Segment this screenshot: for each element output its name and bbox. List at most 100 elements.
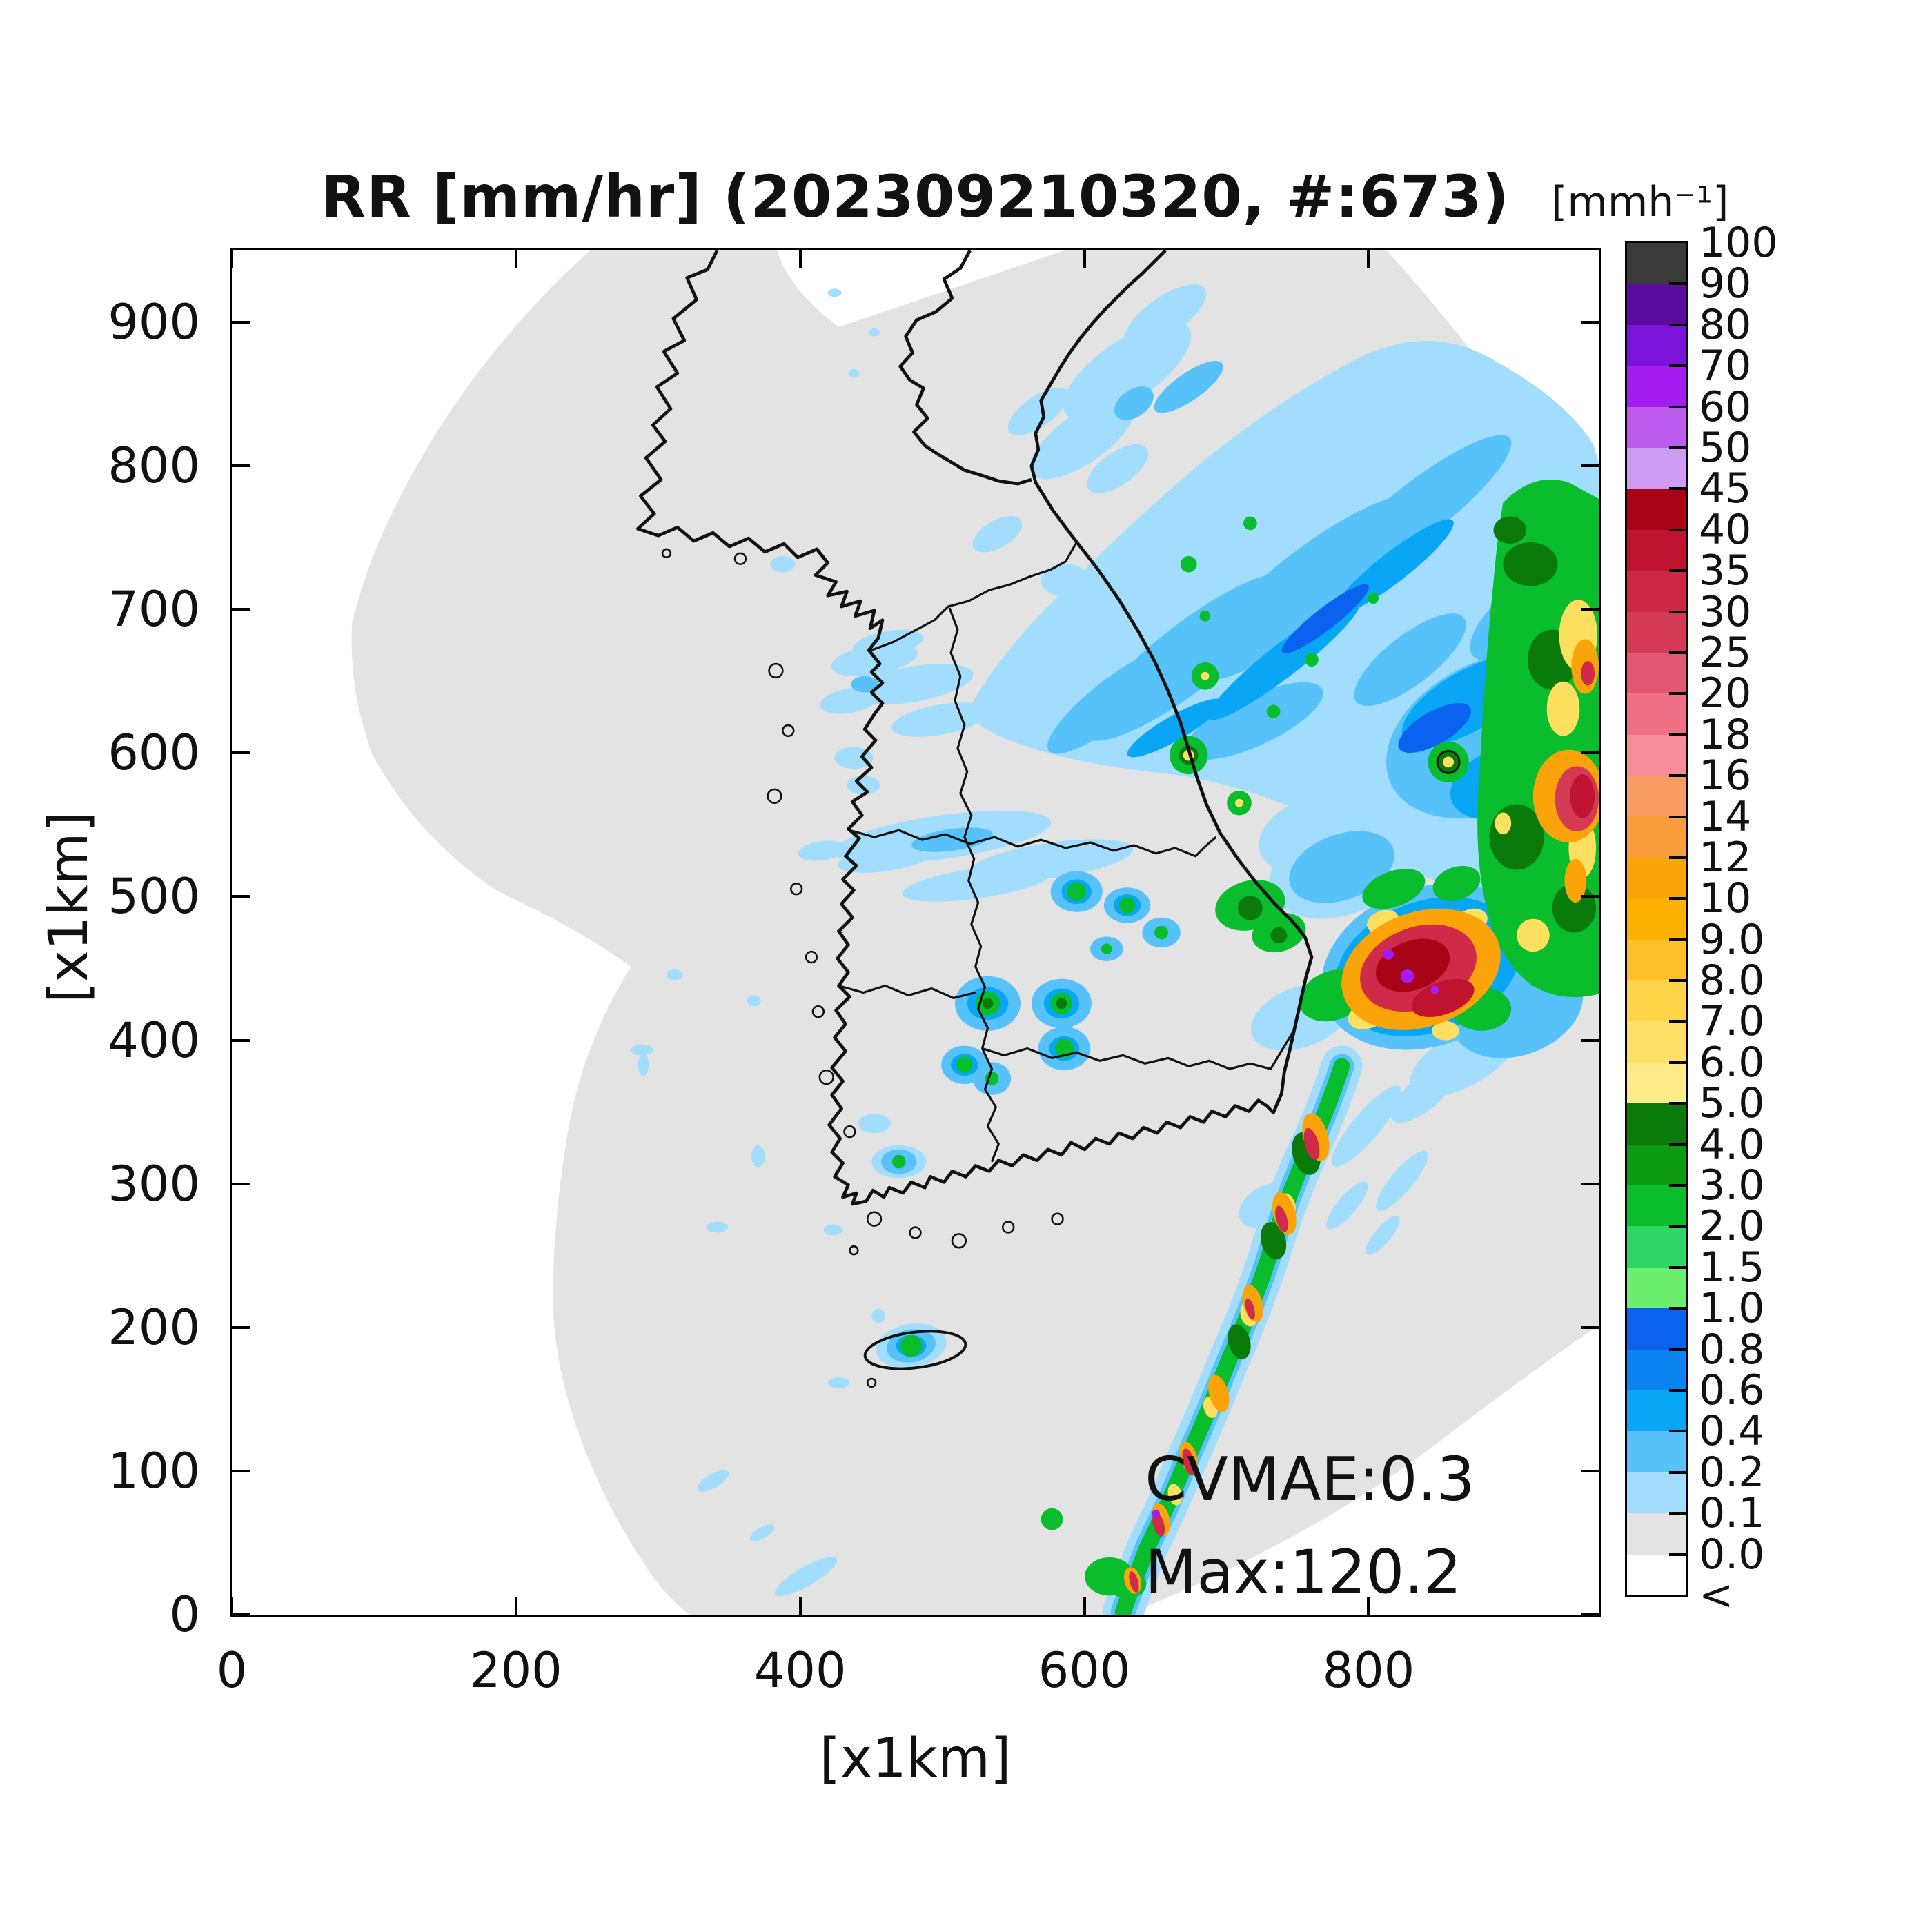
colorbar-unit-label: [mmh⁻¹] xyxy=(1551,178,1729,226)
y-tick-mark xyxy=(232,608,250,611)
x-tick-mark xyxy=(230,1597,233,1615)
colorbar-tick-label: 0.0 xyxy=(1699,1530,1765,1579)
colorbar-tick-mark xyxy=(1669,528,1686,531)
colorbar-tick-label: 16 xyxy=(1699,751,1752,800)
colorbar-tick-mark xyxy=(1669,1184,1686,1187)
colorbar-tick-mark xyxy=(1669,897,1686,900)
precip-cell xyxy=(1270,927,1288,944)
colorbar-tick-mark xyxy=(1669,979,1686,983)
precip-cell xyxy=(1432,865,1481,901)
precip-cell xyxy=(1056,998,1067,1009)
colorbar-tick-mark xyxy=(1669,487,1686,491)
precip-cell xyxy=(750,1524,775,1541)
y-tick-mark xyxy=(1581,464,1599,468)
x-tick-mark xyxy=(1083,1597,1086,1615)
colorbar-segment xyxy=(1627,447,1686,489)
precip-cell xyxy=(1047,647,1180,754)
colorbar-segment xyxy=(1627,980,1686,1022)
y-tick-mark xyxy=(1581,321,1599,324)
colorbar-segment xyxy=(1627,243,1686,284)
colorbar-segment xyxy=(1627,1021,1686,1063)
colorbar-segment xyxy=(1627,734,1686,776)
precip-cell xyxy=(1581,661,1595,686)
y-tick-mark xyxy=(232,464,250,468)
precip-cell xyxy=(982,998,994,1009)
colorbar-segment xyxy=(1627,1226,1686,1268)
precip-cell xyxy=(1260,1222,1287,1260)
x-tick-mark xyxy=(798,1597,802,1615)
precip-cell xyxy=(1118,897,1136,914)
precip-cell xyxy=(751,1145,765,1167)
precip-cell xyxy=(1368,593,1379,604)
precip-cell xyxy=(1376,938,1450,992)
precip-cell xyxy=(1443,756,1455,768)
colorbar xyxy=(1625,241,1688,1597)
colorbar-tick-mark xyxy=(1669,1512,1686,1515)
precip-cell xyxy=(1411,978,1475,1017)
precip-cell xyxy=(1400,969,1414,983)
colorbar-tick-mark xyxy=(1669,610,1686,613)
y-tick-mark xyxy=(1581,1469,1599,1472)
colorbar-segment xyxy=(1627,406,1686,448)
colorbar-tick-label: 14 xyxy=(1699,792,1752,841)
island-outline xyxy=(767,788,782,804)
colorbar-tick-label: 40 xyxy=(1699,505,1752,554)
precip-cell xyxy=(1029,398,1135,480)
precip-cell xyxy=(1331,1085,1401,1167)
colorbar-tick-label: 8.0 xyxy=(1699,956,1765,1005)
precip-cell xyxy=(1245,1298,1255,1320)
precip-cell xyxy=(1495,812,1512,835)
precip-cell xyxy=(827,1377,850,1388)
colorbar-tick-mark xyxy=(1669,1348,1686,1351)
island-outline xyxy=(1001,1221,1015,1234)
precip-cell xyxy=(1305,653,1319,667)
precip-cell xyxy=(891,1154,906,1169)
precip-cell xyxy=(1041,1508,1063,1530)
island-outline xyxy=(805,950,818,964)
precip-cell xyxy=(838,845,933,873)
colorbar-tick-mark xyxy=(1669,938,1686,941)
coastline xyxy=(838,985,976,999)
precip-cell xyxy=(1152,1512,1165,1537)
island-outline xyxy=(909,1226,922,1239)
colorbar-tick-mark xyxy=(1669,1020,1686,1023)
colorbar-tick-mark xyxy=(1669,815,1686,818)
colorbar-tick-label: < xyxy=(1699,1571,1734,1619)
y-tick-label: 0 xyxy=(169,1586,200,1643)
colorbar-tick-label: 4.0 xyxy=(1699,1120,1765,1169)
colorbar-segment xyxy=(1627,1554,1686,1595)
colorbar-segment xyxy=(1627,1349,1686,1390)
x-tick-mark xyxy=(230,250,233,268)
y-tick-mark xyxy=(232,1613,250,1616)
precip-cell xyxy=(1376,1150,1428,1211)
y-tick-label: 500 xyxy=(108,868,200,925)
colorbar-segment xyxy=(1627,1185,1686,1227)
precip-cell xyxy=(1127,698,1223,758)
precip-cell xyxy=(1383,949,1394,960)
island-outline xyxy=(866,1211,883,1227)
precip-cell xyxy=(1354,613,1466,707)
precip-cell xyxy=(1570,774,1595,818)
colorbar-tick-label: 25 xyxy=(1699,628,1752,677)
map-annotation: CVMAE:0.3 xyxy=(1145,1444,1475,1515)
colorbar-segment xyxy=(1627,898,1686,940)
jeju-island-outline xyxy=(863,1330,967,1370)
precip-cell xyxy=(1182,1448,1195,1475)
colorbar-tick-mark xyxy=(1669,405,1686,408)
y-tick-mark xyxy=(232,321,250,324)
island-outline xyxy=(1051,1212,1064,1225)
precip-cell xyxy=(631,1044,653,1056)
colorbar-tick-label: 100 xyxy=(1699,219,1778,267)
precip-cell xyxy=(1167,1483,1183,1506)
precip-cell xyxy=(1362,869,1426,909)
y-tick-mark xyxy=(1581,1325,1599,1329)
coastline xyxy=(898,250,1032,486)
precip-cell xyxy=(827,288,842,297)
precip-cell xyxy=(1235,798,1243,807)
colorbar-segment xyxy=(1627,939,1686,981)
colorbar-tick-label: 35 xyxy=(1699,546,1752,595)
x-tick-mark xyxy=(1367,1597,1370,1615)
colorbar-tick-label: 10 xyxy=(1699,874,1752,923)
y-tick-mark xyxy=(1581,1038,1599,1042)
colorbar-tick-mark xyxy=(1669,1143,1686,1146)
